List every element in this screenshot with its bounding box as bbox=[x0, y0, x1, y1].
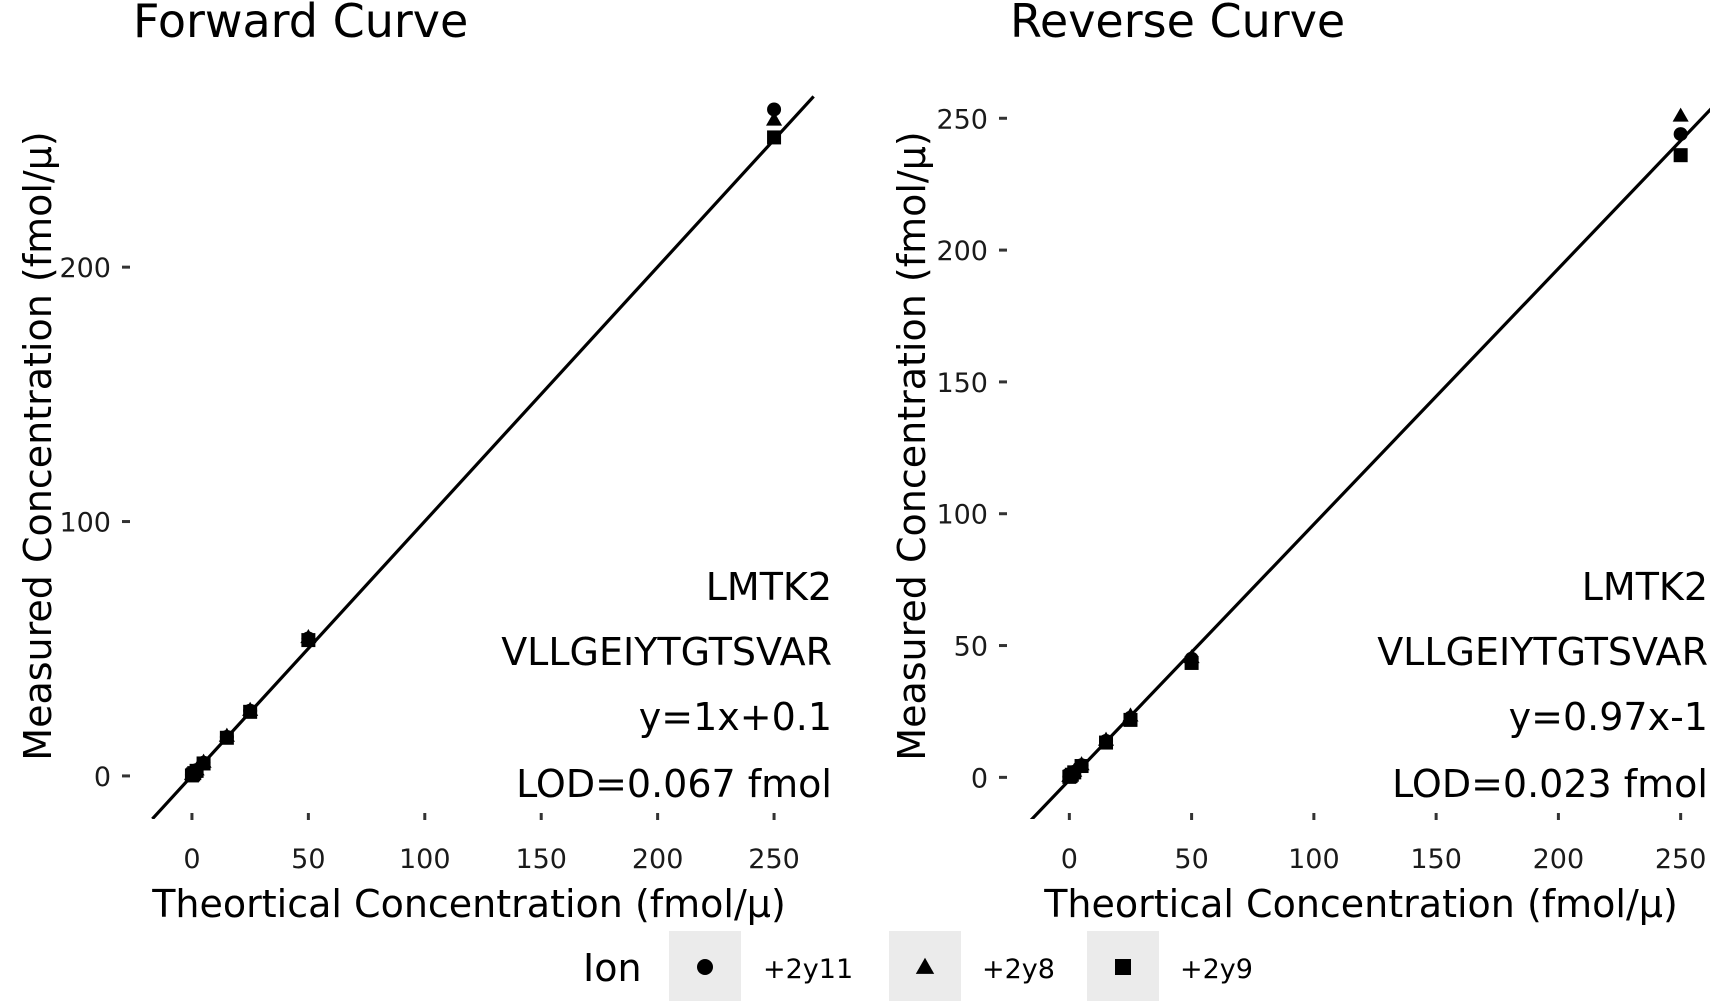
x-tick-label: 100 bbox=[399, 844, 451, 875]
annotation-line: LOD=0.023 fmol bbox=[1392, 762, 1708, 806]
x-tick-label: 200 bbox=[632, 844, 684, 875]
x-tick-label: 250 bbox=[748, 844, 800, 875]
data-point-square bbox=[1074, 759, 1089, 774]
legend-triangle-icon bbox=[915, 957, 935, 974]
y-axis-title: Measured Concentration (fmol/µ) bbox=[890, 131, 934, 760]
x-tick-label: 50 bbox=[1174, 844, 1208, 875]
x-tick-label: 250 bbox=[1655, 844, 1707, 875]
y-tick-label: 100 bbox=[936, 500, 988, 531]
annotation-line: y=0.97x-1 bbox=[1509, 695, 1708, 739]
data-point-square bbox=[219, 730, 234, 745]
annotation-line: LOD=0.067 fmol bbox=[516, 762, 832, 806]
y-tick-label: 200 bbox=[936, 236, 988, 267]
forward-curve-panel: Forward Curve 0 50 100 150 200 250 0 100 200 Theor… bbox=[16, 0, 832, 926]
x-tick-label: 0 bbox=[1061, 844, 1078, 875]
x-tick-label: 200 bbox=[1533, 844, 1585, 875]
legend-label: +2y11 bbox=[763, 954, 853, 985]
x-tick-label: 100 bbox=[1288, 844, 1340, 875]
x-tick-label: 50 bbox=[291, 844, 325, 875]
legend-label: +2y9 bbox=[1180, 954, 1253, 985]
panel-title: Reverse Curve bbox=[1010, 0, 1345, 48]
x-tick-label: 150 bbox=[515, 844, 567, 875]
data-point-square bbox=[1123, 712, 1138, 727]
data-point-circle bbox=[1673, 127, 1688, 142]
y-tick-label: 200 bbox=[59, 253, 111, 284]
data-point-square bbox=[1099, 735, 1114, 750]
annotation-line: VLLGEIYTGTSVAR bbox=[1377, 630, 1708, 674]
y-tick-label: 50 bbox=[954, 632, 988, 663]
x-tick-label: 0 bbox=[183, 844, 200, 875]
x-axis-title: Theortical Concentration (fmol/µ) bbox=[151, 882, 786, 926]
annotation-line: LMTK2 bbox=[1582, 565, 1708, 609]
x-axis-title: Theortical Concentration (fmol/µ) bbox=[1043, 882, 1678, 926]
data-point-triangle bbox=[1672, 107, 1689, 122]
data-point-square bbox=[1184, 655, 1199, 670]
y-tick-label: 0 bbox=[971, 763, 988, 794]
y-tick-label: 150 bbox=[936, 368, 988, 399]
legend: Ion +2y11 +2y8 +2y9 bbox=[583, 931, 1253, 1001]
data-point-square bbox=[1673, 148, 1688, 163]
data-point-square bbox=[767, 130, 782, 145]
x-tick-label: 150 bbox=[1410, 844, 1462, 875]
legend-circle-icon bbox=[697, 959, 713, 975]
legend-title: Ion bbox=[583, 946, 642, 990]
legend-square-icon bbox=[1115, 959, 1131, 975]
data-point-triangle bbox=[766, 111, 783, 126]
y-axis-title: Measured Concentration (fmol/µ) bbox=[16, 131, 60, 760]
annotation-line: y=1x+0.1 bbox=[639, 695, 832, 739]
data-point-square bbox=[243, 704, 258, 719]
fit-line bbox=[1029, 107, 1710, 819]
y-tick-label: 100 bbox=[59, 508, 111, 539]
annotation-line: VLLGEIYTGTSVAR bbox=[501, 630, 832, 674]
y-tick-label: 0 bbox=[94, 762, 111, 793]
data-point-square bbox=[301, 633, 316, 648]
y-tick-label: 250 bbox=[936, 104, 988, 135]
fit-line bbox=[151, 95, 815, 819]
data-point-circle bbox=[767, 102, 782, 117]
legend-label: +2y8 bbox=[982, 954, 1055, 985]
data-point-square bbox=[196, 756, 211, 771]
panel-title: Forward Curve bbox=[133, 0, 468, 48]
annotation-line: LMTK2 bbox=[706, 565, 832, 609]
reverse-curve-panel: Reverse Curve 0 50 100 150 200 250 0 50 100 150 200… bbox=[890, 0, 1710, 926]
